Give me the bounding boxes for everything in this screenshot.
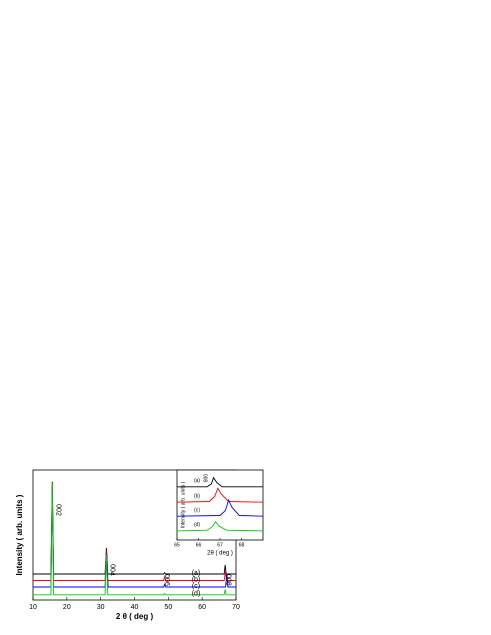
series-line — [176, 498, 264, 517]
series-label: (b) — [194, 494, 200, 500]
series-label: (c) — [194, 508, 200, 514]
x-tick-label: 68 — [239, 542, 245, 548]
x-tick-label: 10 — [29, 604, 37, 611]
series-label: (a) — [192, 570, 201, 577]
peak-label: 008 — [202, 474, 208, 483]
x-tick-label: 70 — [232, 604, 240, 611]
x-tick-label: 66 — [196, 542, 202, 548]
x-tick-label: 67 — [217, 542, 223, 548]
series-line — [33, 482, 236, 596]
x-tick-label: 40 — [131, 604, 139, 611]
series-line — [176, 521, 264, 532]
x-axis-label: 2 θ ( deg ) — [116, 612, 154, 621]
y-axis-label: Intensity ( arb. units ) — [180, 481, 186, 528]
x-tick-label: 60 — [198, 604, 206, 611]
series-line — [177, 476, 263, 488]
x-tick-label: 65 — [174, 542, 180, 548]
series-label: (d) — [192, 591, 201, 598]
series-label: (a) — [194, 478, 200, 484]
y-axis-label: Intensity ( arb. units ) — [15, 494, 24, 575]
x-tick-label: 50 — [164, 604, 172, 611]
peak-label: 002 — [55, 504, 62, 516]
x-tick-label: 30 — [97, 604, 105, 611]
peak-label: 004 — [109, 564, 116, 576]
peak-label: 006 — [163, 574, 170, 586]
series-label: (b) — [192, 576, 201, 583]
series-label: (c) — [192, 583, 200, 590]
x-axis-label: 2θ ( deg ) — [207, 551, 233, 557]
plot-frame — [176, 469, 264, 541]
x-tick-label: 20 — [63, 604, 71, 611]
series-label: (d) — [194, 522, 200, 528]
peak-label: 008 — [225, 574, 232, 586]
